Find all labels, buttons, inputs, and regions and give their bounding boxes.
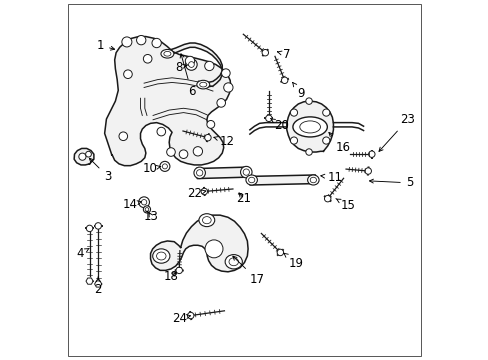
Text: 22: 22	[187, 187, 205, 200]
Text: 2: 2	[94, 277, 102, 296]
Ellipse shape	[202, 217, 211, 224]
Circle shape	[85, 151, 91, 157]
Polygon shape	[94, 281, 102, 287]
Text: 24: 24	[171, 311, 190, 325]
Text: 3: 3	[89, 158, 111, 183]
Circle shape	[143, 206, 150, 213]
Ellipse shape	[299, 121, 320, 133]
Circle shape	[204, 134, 211, 141]
Polygon shape	[86, 278, 93, 284]
Text: 7: 7	[277, 48, 290, 61]
Circle shape	[204, 61, 214, 71]
Text: 1: 1	[97, 39, 114, 52]
Circle shape	[223, 83, 233, 92]
Circle shape	[206, 121, 214, 129]
Circle shape	[145, 208, 148, 211]
Text: 8: 8	[175, 60, 186, 73]
Circle shape	[265, 115, 271, 122]
Ellipse shape	[161, 49, 174, 58]
Text: 4: 4	[76, 247, 89, 260]
Ellipse shape	[199, 214, 214, 226]
Text: 20: 20	[270, 119, 288, 132]
Circle shape	[277, 249, 283, 256]
Circle shape	[95, 223, 101, 229]
Circle shape	[322, 137, 329, 144]
Ellipse shape	[228, 258, 238, 266]
Circle shape	[185, 59, 197, 70]
Polygon shape	[249, 175, 315, 185]
Ellipse shape	[245, 175, 257, 185]
Ellipse shape	[224, 255, 242, 269]
Circle shape	[79, 153, 86, 160]
Circle shape	[305, 98, 312, 104]
Circle shape	[262, 49, 268, 56]
Text: 5: 5	[369, 176, 412, 189]
Circle shape	[185, 56, 194, 66]
Text: 13: 13	[143, 210, 159, 223]
Polygon shape	[197, 167, 248, 179]
Text: 11: 11	[320, 171, 342, 184]
Circle shape	[201, 188, 207, 195]
Ellipse shape	[163, 51, 171, 56]
Circle shape	[179, 150, 187, 158]
Ellipse shape	[240, 166, 251, 178]
Circle shape	[188, 62, 194, 67]
Ellipse shape	[196, 170, 203, 176]
Circle shape	[322, 109, 329, 116]
Circle shape	[324, 195, 330, 202]
Text: 17: 17	[232, 256, 264, 286]
Circle shape	[290, 109, 297, 116]
Circle shape	[123, 70, 132, 78]
Circle shape	[119, 132, 127, 140]
Circle shape	[143, 54, 152, 63]
Circle shape	[187, 312, 194, 319]
Circle shape	[139, 197, 149, 208]
Circle shape	[290, 137, 297, 144]
Circle shape	[141, 199, 146, 205]
Ellipse shape	[309, 177, 316, 183]
Circle shape	[204, 240, 223, 258]
Text: 6: 6	[180, 54, 195, 98]
Circle shape	[166, 148, 175, 156]
Circle shape	[364, 168, 371, 174]
Text: 9: 9	[292, 82, 305, 100]
Circle shape	[162, 164, 167, 169]
Ellipse shape	[196, 80, 209, 89]
Ellipse shape	[292, 117, 326, 137]
Circle shape	[221, 69, 230, 77]
Text: 23: 23	[378, 113, 414, 151]
Text: 12: 12	[214, 135, 234, 148]
Text: 16: 16	[328, 132, 350, 153]
Text: 19: 19	[283, 253, 304, 270]
Circle shape	[305, 149, 312, 155]
Ellipse shape	[199, 82, 206, 87]
Circle shape	[217, 99, 225, 107]
Polygon shape	[104, 37, 230, 166]
Circle shape	[176, 267, 182, 274]
Circle shape	[368, 151, 374, 157]
Ellipse shape	[156, 252, 166, 260]
Text: 18: 18	[163, 270, 178, 283]
Polygon shape	[286, 101, 333, 152]
Circle shape	[157, 127, 165, 136]
Text: 14: 14	[122, 198, 141, 211]
Circle shape	[122, 37, 132, 47]
Ellipse shape	[307, 175, 319, 185]
Polygon shape	[164, 43, 222, 87]
Text: 10: 10	[143, 162, 161, 175]
Circle shape	[193, 147, 202, 156]
Text: 21: 21	[236, 192, 251, 205]
Circle shape	[152, 39, 161, 48]
Circle shape	[281, 77, 287, 84]
Ellipse shape	[248, 177, 254, 183]
Text: 15: 15	[335, 199, 355, 212]
Circle shape	[160, 161, 169, 171]
Ellipse shape	[243, 169, 249, 175]
Ellipse shape	[152, 249, 169, 263]
Polygon shape	[150, 215, 247, 272]
Ellipse shape	[194, 167, 205, 179]
Polygon shape	[74, 148, 94, 165]
Circle shape	[86, 225, 93, 231]
Circle shape	[136, 36, 145, 45]
